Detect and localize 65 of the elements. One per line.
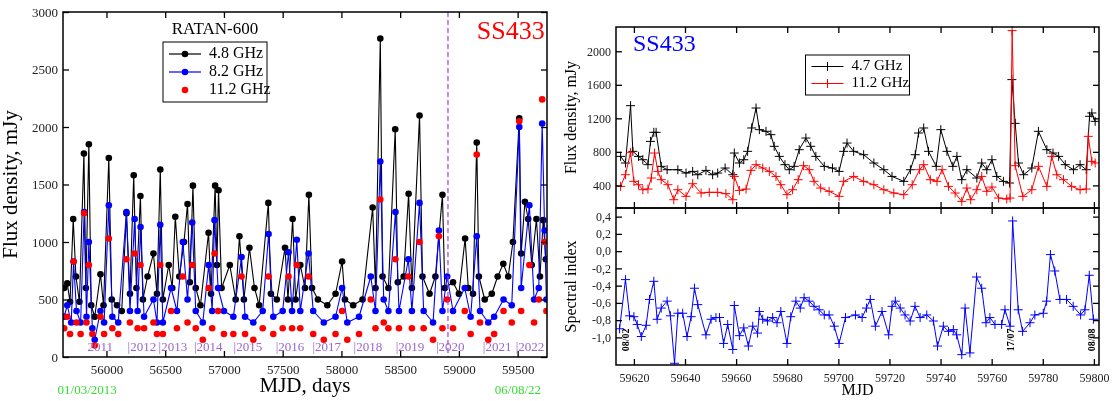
x-tick-label: 59720 (874, 370, 905, 385)
annotation: 08/02 (619, 328, 631, 352)
y-tick-label: -0,8 (592, 313, 611, 328)
annotation: |2022 (515, 339, 545, 355)
text: 06/08/22 (494, 382, 542, 398)
y-tick-label: 0,2 (596, 227, 611, 242)
x-tick-label: 59740 (926, 370, 957, 385)
x-tick-label: 57000 (208, 362, 241, 378)
y-axis-title: Flux density, mJy (0, 109, 22, 259)
y-axis-title: Spectral index (562, 240, 580, 333)
annotation: |2020 (435, 339, 465, 355)
annotation: |2014 (193, 339, 223, 355)
x-tick-label: 59640 (670, 370, 701, 385)
y-tick-label: 0,0 (596, 244, 611, 259)
y-tick-label: 400 (593, 178, 611, 193)
legend-label: 4.8 GHz (209, 43, 264, 61)
annotation: 2011 (87, 339, 114, 355)
x-tick-label: 56000 (90, 362, 124, 378)
x-tick-label: 59660 (721, 370, 752, 385)
legend-label: 11.2 GHz (209, 79, 271, 97)
y-tick-label: -0,4 (592, 278, 611, 293)
y-tick-label: 2000 (32, 119, 58, 135)
legend-label: 8.2 GHz (209, 61, 264, 79)
text: 01/03/2013 (57, 382, 117, 398)
x-tick-label: 58000 (325, 362, 359, 378)
x-tick-label: 58500 (384, 362, 417, 378)
legend-label: 4.7 GHz (851, 56, 903, 73)
y-tick-label: 1200 (587, 111, 611, 126)
annotation: |2021 (482, 339, 512, 355)
y-tick-label: 2500 (32, 62, 58, 78)
annotation: 17/07 (1005, 328, 1017, 352)
y-tick-label: 800 (593, 145, 611, 160)
annotation: 08/08 (1086, 328, 1098, 352)
x-tick-label: 59500 (501, 362, 535, 378)
x-tick-label: 57500 (266, 362, 300, 378)
annotation: |2017 (312, 339, 342, 355)
x-tick-label: 59780 (1028, 370, 1059, 385)
x-tick-label: 59680 (772, 370, 803, 385)
y-tick-label: 0,4 (596, 209, 611, 224)
x-tick-label: 59620 (619, 370, 650, 385)
x-tick-label: 59760 (977, 370, 1008, 385)
annotation: |2018 (353, 339, 383, 355)
y-tick-label: 0 (51, 349, 58, 365)
x-tick-label: 56500 (149, 362, 182, 378)
y-tick-label: 2000 (587, 44, 611, 59)
annotation: |2019 (395, 339, 425, 355)
y-tick-label: 1000 (32, 234, 58, 250)
annotation: |2015 (233, 339, 263, 355)
legend-label: 11.2 GHz (851, 73, 910, 90)
annotation: |2012 (127, 339, 157, 355)
annotation: SS433 (476, 15, 545, 45)
y-tick-label: -0,6 (592, 296, 611, 311)
annotation: SS433 (632, 29, 696, 56)
x-tick-label: 59800 (1079, 370, 1110, 385)
y-tick-label: 3000 (32, 4, 58, 20)
x-tick-label: 59000 (443, 362, 476, 378)
y-tick-label: -1,0 (592, 330, 611, 345)
y-axis-title: Flux density, mJy (562, 60, 580, 175)
y-tick-label: 1500 (32, 177, 58, 193)
legend-title: RATAN-600 (171, 19, 259, 38)
annotation: |2016 (275, 339, 305, 355)
annotation: |2013 (158, 339, 188, 355)
y-tick-label: 1600 (587, 78, 611, 93)
y-tick-label: 500 (38, 292, 58, 308)
y-tick-label: -0,2 (592, 261, 611, 276)
